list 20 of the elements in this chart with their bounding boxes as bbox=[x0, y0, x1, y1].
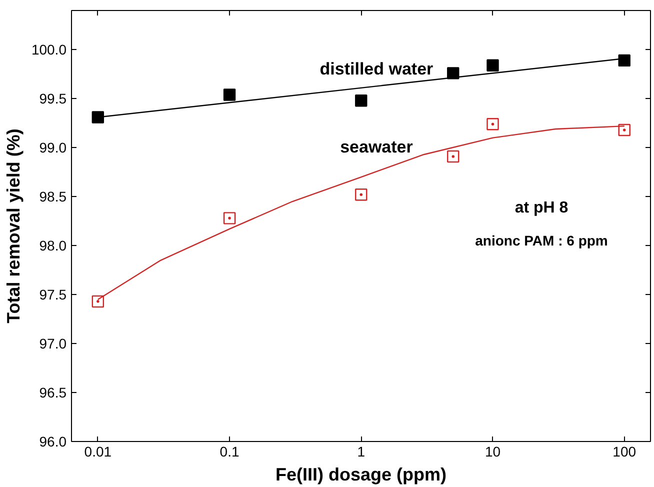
series-label: distilled water bbox=[320, 60, 434, 79]
x-tick-label: 1 bbox=[357, 444, 366, 460]
y-tick-label: 98.0 bbox=[39, 238, 67, 254]
y-tick-label: 96.5 bbox=[39, 384, 67, 401]
y-tick-label: 96.0 bbox=[39, 434, 67, 450]
y-tick-label: 99.0 bbox=[39, 140, 67, 156]
y-axis-title: Total removal yield (%) bbox=[3, 128, 24, 324]
text: seawater bbox=[340, 138, 414, 157]
y-tick-label: 97.0 bbox=[39, 336, 67, 352]
annotation: at pH 8 bbox=[514, 200, 568, 216]
x-tick-label: 100 bbox=[612, 444, 636, 460]
y-tick-label: 100.0 bbox=[31, 42, 67, 58]
x-tick-label: 0.1 bbox=[220, 444, 240, 460]
annotation: anionc PAM : 6 ppm bbox=[475, 232, 608, 248]
y-tick-label: 99.5 bbox=[39, 90, 67, 107]
x-axis-title: Fe(III) dosage (ppm) bbox=[276, 464, 447, 484]
y-tick-label: 97.5 bbox=[39, 286, 67, 303]
y-tick-label: 98.5 bbox=[39, 188, 67, 205]
x-tick-label: 0.01 bbox=[84, 444, 112, 460]
x-tick-label: 10 bbox=[484, 444, 501, 460]
